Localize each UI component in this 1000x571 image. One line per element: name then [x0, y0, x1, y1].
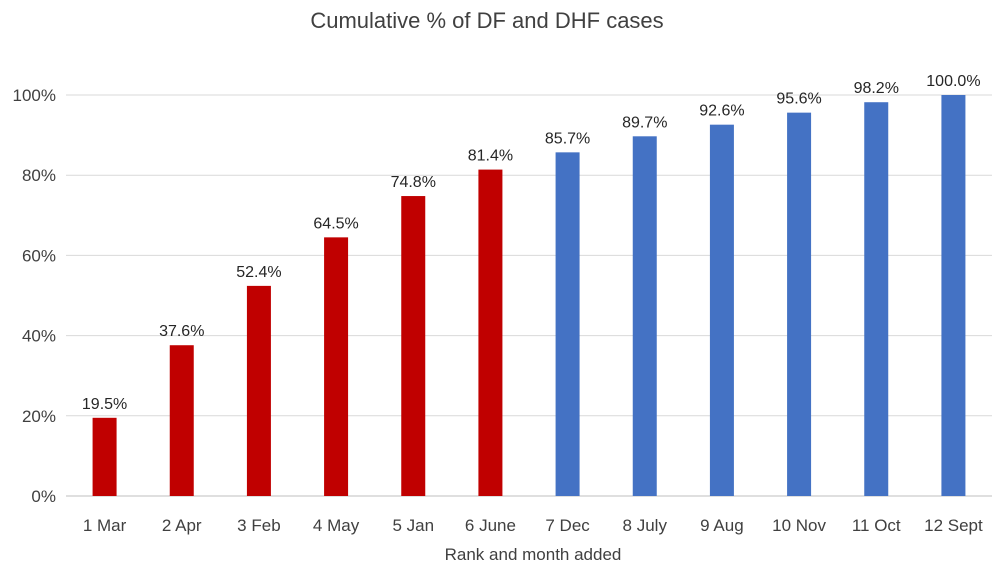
x-tick-label: 9 Aug	[700, 516, 744, 535]
data-label: 98.2%	[854, 80, 899, 97]
y-axis-ticks: 0% 20% 40% 60% 80% 100%	[13, 86, 56, 506]
data-label: 52.4%	[236, 264, 281, 281]
bar	[246, 285, 271, 496]
data-label: 19.5%	[82, 396, 127, 413]
bars	[92, 95, 966, 497]
data-label: 100.0%	[926, 73, 980, 90]
x-tick-label: 3 Feb	[237, 516, 280, 535]
bar	[555, 152, 580, 496]
data-label: 95.6%	[776, 91, 821, 108]
y-tick-label: 100%	[13, 86, 56, 105]
bar	[169, 345, 194, 496]
x-tick-label: 10 Nov	[772, 516, 826, 535]
bar	[787, 112, 812, 497]
y-tick-label: 80%	[22, 166, 56, 185]
x-axis-title: Rank and month added	[445, 545, 622, 564]
x-tick-label: 7 Dec	[545, 516, 590, 535]
data-label: 81.4%	[468, 148, 513, 165]
y-tick-label: 0%	[31, 487, 56, 506]
x-axis-ticks: 1 Mar 2 Apr 3 Feb 4 May 5 Jan 6 June 7 Dec 8 Ju…	[83, 516, 983, 535]
data-label: 74.8%	[391, 174, 436, 191]
x-tick-label: 2 Apr	[162, 516, 202, 535]
x-tick-label: 1 Mar	[83, 516, 127, 535]
x-tick-label: 12 Sept	[924, 516, 983, 535]
data-label: 64.5%	[313, 215, 358, 232]
data-label: 37.6%	[159, 323, 204, 340]
bar	[478, 169, 503, 496]
chart-title: Cumulative % of DF and DHF cases	[310, 8, 663, 33]
data-label: 85.7%	[545, 130, 590, 147]
bar	[92, 417, 117, 496]
gridlines	[66, 94, 992, 497]
x-tick-label: 11 Oct	[852, 516, 901, 535]
y-tick-label: 60%	[22, 246, 56, 265]
bar	[632, 136, 657, 497]
data-labels: 19.5% 37.6% 52.4% 64.5% 74.8% 81.4% 85.7% 89.7%…	[82, 73, 981, 413]
bar	[324, 237, 349, 497]
x-tick-label: 4 May	[313, 516, 360, 535]
y-tick-label: 20%	[22, 407, 56, 426]
y-tick-label: 40%	[22, 327, 56, 346]
x-tick-label: 5 Jan	[392, 516, 434, 535]
x-tick-label: 8 July	[623, 516, 668, 535]
data-label: 89.7%	[622, 114, 667, 131]
bar	[709, 124, 734, 496]
bar	[401, 196, 426, 496]
bar	[864, 102, 889, 496]
bar	[941, 95, 966, 496]
data-label: 92.6%	[699, 103, 744, 120]
x-tick-label: 6 June	[465, 516, 516, 535]
